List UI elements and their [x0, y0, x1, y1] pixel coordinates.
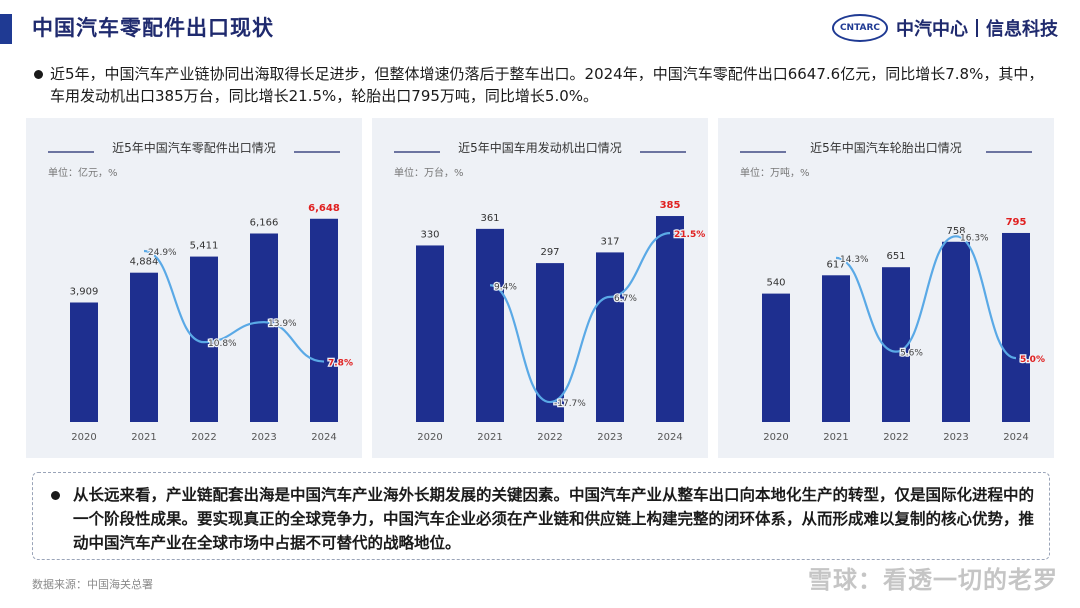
bar [476, 228, 504, 422]
x-tick-label: 2022 [191, 432, 216, 443]
bar [1002, 232, 1030, 422]
chart-panel-tires: 近5年中国汽车轮胎出口情况 单位：万吨，% 540 2020 617 2021 651 202… [718, 118, 1054, 458]
chart-panel-parts: 近5年中国汽车零配件出口情况单位：亿元，% 3,909 2020 4,884 2021 5… [26, 118, 362, 458]
growth-label: -17.7% [554, 399, 586, 409]
bar-value-label: 361 [480, 213, 499, 224]
growth-label: 9.4% [494, 282, 517, 292]
growth-line [143, 249, 325, 363]
chart-unit: 单位：万吨，% [740, 166, 810, 179]
bullet-icon [34, 70, 43, 79]
x-tick-label: 2023 [597, 432, 622, 443]
conclusion-text: 从长远来看，产业链配套出海是中国汽车产业海外长期发展的关键因素。中国汽车产业从整… [73, 486, 1035, 552]
bar-value-label: 6,166 [250, 217, 279, 228]
page-title: 中国汽车零配件出口现状 [32, 16, 274, 40]
x-tick-label: 2020 [71, 432, 96, 443]
brand-subtitle: 信息科技 [986, 19, 1058, 40]
growth-label: 10.8% [208, 339, 237, 349]
watermark: 雪球：看透一切的老罗 [808, 566, 1058, 594]
bar-value-label: 330 [420, 229, 439, 240]
bar [310, 218, 338, 422]
growth-label: 5.6% [900, 349, 923, 359]
chart-unit: 单位：万台，% [394, 166, 464, 179]
bar [250, 233, 278, 422]
x-tick-label: 2022 [883, 432, 908, 443]
growth-line [489, 231, 671, 404]
title-accent-bar [0, 14, 12, 44]
conclusion-box: 从长远来看，产业链配套出海是中国汽车产业海外长期发展的关键因素。中国汽车产业从整… [32, 472, 1050, 560]
data-source: 数据来源：中国海关总署 [32, 578, 153, 591]
bar-value-label: 540 [766, 278, 785, 289]
x-tick-label: 2022 [537, 432, 562, 443]
brand-separator [976, 19, 978, 37]
growth-label: 6.7% [614, 294, 637, 304]
x-tick-label: 2024 [657, 432, 682, 443]
bullet-icon [51, 491, 60, 500]
x-tick-label: 2021 [477, 432, 502, 443]
intro-paragraph: 近5年，中国汽车产业链协同出海取得长足进步，但整体增速仍落后于整车出口。2024… [32, 63, 1052, 107]
bar-value-label: 5,411 [190, 241, 219, 252]
chart-title: 近5年中国车用发动机出口情况 [458, 140, 622, 155]
bar-value-label: 3,909 [70, 286, 99, 297]
x-tick-label: 2024 [311, 432, 336, 443]
brand-logo: CNTARC [832, 14, 888, 42]
bar-value-label: 385 [660, 200, 681, 211]
bar-value-label: 795 [1006, 217, 1027, 228]
bar [536, 263, 564, 422]
bar [416, 245, 444, 422]
bar [70, 302, 98, 422]
bar [942, 241, 970, 422]
bar [882, 267, 910, 422]
growth-label: 21.5% [674, 230, 705, 240]
growth-label: 5.0% [1020, 355, 1045, 365]
brand: CNTARC 中汽中心 信息科技 [832, 12, 1058, 44]
x-tick-label: 2021 [131, 432, 156, 443]
x-tick-label: 2023 [251, 432, 276, 443]
bar [130, 272, 158, 422]
bar-value-label: 4,884 [130, 257, 159, 268]
bar [656, 216, 684, 422]
intro-text: 近5年，中国汽车产业链协同出海取得长足进步，但整体增速仍落后于整车出口。2024… [50, 65, 1044, 105]
bar [822, 275, 850, 422]
x-tick-label: 2020 [763, 432, 788, 443]
growth-label: 24.9% [148, 248, 177, 258]
bar [596, 252, 624, 422]
growth-label: 13.9% [268, 319, 297, 329]
x-tick-label: 2020 [417, 432, 442, 443]
bar-value-label: 6,648 [308, 203, 340, 214]
x-tick-label: 2024 [1003, 432, 1028, 443]
chart-title: 近5年中国汽车零配件出口情况 [112, 140, 276, 155]
x-tick-label: 2021 [823, 432, 848, 443]
growth-line [835, 235, 1017, 360]
x-tick-label: 2023 [943, 432, 968, 443]
bar-value-label: 317 [600, 236, 619, 247]
bar [762, 293, 790, 422]
chart-panel-engines: 近5年中国车用发动机出口情况单位：万台，% 330 2020 361 2021 297 20… [372, 118, 708, 458]
bar-value-label: 758 [946, 226, 965, 237]
growth-label: 16.3% [960, 233, 989, 243]
chart-unit: 单位：亿元，% [48, 166, 118, 179]
growth-label: 7.8% [328, 359, 353, 369]
bar-value-label: 651 [886, 251, 905, 262]
brand-name: 中汽中心 [896, 19, 968, 40]
chart-title: 近5年中国汽车轮胎出口情况 [810, 140, 962, 155]
growth-label: 14.3% [840, 255, 869, 265]
bar-value-label: 297 [540, 247, 559, 258]
bar-value-label: 617 [826, 259, 845, 270]
